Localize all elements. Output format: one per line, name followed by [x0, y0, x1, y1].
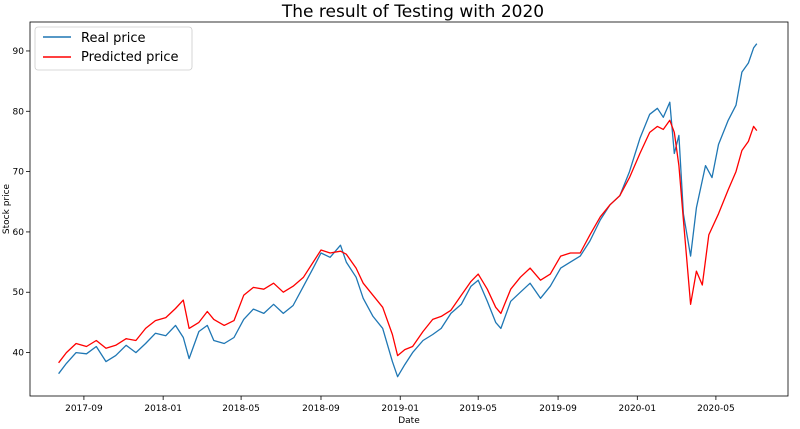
y-tick-label: 50 [13, 288, 25, 298]
legend-box [34, 26, 193, 71]
y-tick-label: 40 [13, 349, 25, 359]
y-axis: 40 50 60 70 80 90 [13, 47, 30, 359]
y-tick-label: 70 [13, 168, 25, 178]
y-tick-label: 90 [13, 47, 25, 57]
x-tick-label: 2019-01 [381, 404, 419, 414]
legend-label-real-price: Real price [81, 31, 146, 46]
x-axis: 2017-09 2018-01 2018-05 2018-09 2019-01 2019-… [65, 396, 735, 414]
plot-frame [29, 21, 789, 397]
series-line-predicted-price [58, 119, 758, 364]
x-tick-label: 2017-09 [65, 404, 103, 414]
x-tick-label: 2020-01 [619, 404, 657, 414]
chart-title: The result of Testing with 2020 [281, 2, 544, 22]
x-axis-label: Date [398, 416, 420, 426]
series-layer [58, 43, 758, 378]
y-axis-label: Stock price [2, 183, 12, 234]
x-tick-label: 2018-05 [222, 404, 260, 414]
x-tick-label: 2020-05 [697, 404, 735, 414]
x-tick-label: 2019-09 [539, 404, 577, 414]
plot-area [29, 21, 789, 397]
x-tick-label: 2018-01 [144, 404, 182, 414]
x-tick-label: 2019-05 [459, 404, 497, 414]
legend: Real price Predicted price [34, 26, 193, 71]
y-tick-label: 60 [13, 228, 25, 238]
legend-label-predicted-price: Predicted price [81, 50, 179, 65]
y-tick-label: 80 [13, 107, 25, 117]
x-tick-label: 2018-09 [302, 404, 340, 414]
